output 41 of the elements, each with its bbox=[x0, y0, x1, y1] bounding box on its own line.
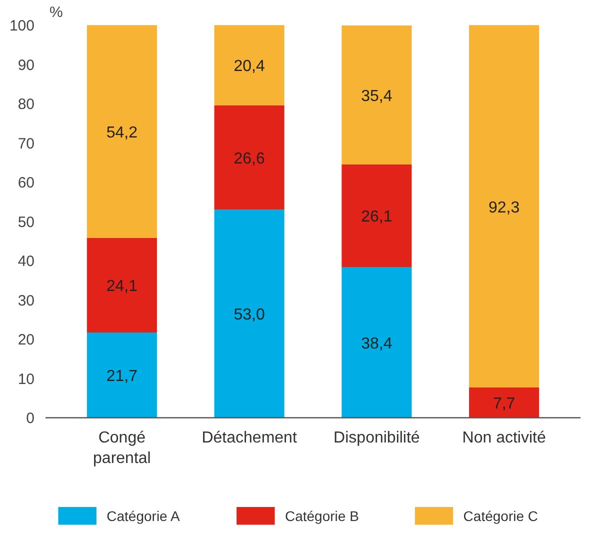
x-tick-label: Non activité bbox=[462, 430, 546, 446]
data-label: 53,0 bbox=[234, 306, 265, 324]
data-label: 38,4 bbox=[361, 335, 392, 352]
data-label: 92,3 bbox=[488, 199, 520, 216]
data-label: 20,4 bbox=[234, 58, 265, 76]
legend-label: Catégorie C bbox=[463, 508, 538, 524]
y-tick-label: 70 bbox=[18, 135, 35, 152]
data-label: 54,2 bbox=[106, 124, 138, 142]
data-label: 26,6 bbox=[234, 150, 265, 168]
bar bbox=[214, 105, 284, 210]
x-tick-label: Détachement bbox=[202, 430, 298, 446]
bar bbox=[214, 25, 284, 106]
legend-label: Catégorie A bbox=[106, 508, 180, 524]
data-label: 24,1 bbox=[106, 278, 138, 296]
data-label: 21,7 bbox=[106, 368, 138, 386]
bar bbox=[86, 332, 157, 418]
bar bbox=[86, 25, 157, 238]
bar bbox=[342, 26, 412, 164]
y-tick-label: 40 bbox=[18, 253, 35, 270]
y-tick-label: 60 bbox=[18, 174, 35, 192]
y-axis-title: % bbox=[50, 4, 63, 22]
bar bbox=[469, 25, 540, 388]
y-tick-label: 50 bbox=[18, 214, 35, 231]
bar bbox=[86, 238, 157, 333]
y-tick-label: 90 bbox=[18, 56, 35, 74]
data-label: 26,1 bbox=[361, 208, 392, 226]
bar bbox=[342, 164, 412, 267]
bar bbox=[342, 266, 412, 418]
x-tick-label: Disponibilité bbox=[334, 430, 420, 446]
data-label: 35,4 bbox=[361, 88, 392, 106]
y-tick-label: 20 bbox=[18, 332, 35, 349]
bar bbox=[214, 210, 284, 418]
y-tick-label: 10 bbox=[18, 370, 35, 388]
y-tick-label: 100 bbox=[9, 18, 35, 35]
x-tick-label: Congé parental bbox=[93, 430, 151, 467]
y-tick-label: 30 bbox=[18, 292, 35, 310]
y-tick-label: 0 bbox=[26, 410, 34, 428]
legend-label: Catégorie B bbox=[284, 508, 359, 524]
data-label: 7,7 bbox=[492, 396, 516, 413]
y-tick-label: 80 bbox=[18, 96, 35, 114]
bar bbox=[469, 387, 540, 418]
